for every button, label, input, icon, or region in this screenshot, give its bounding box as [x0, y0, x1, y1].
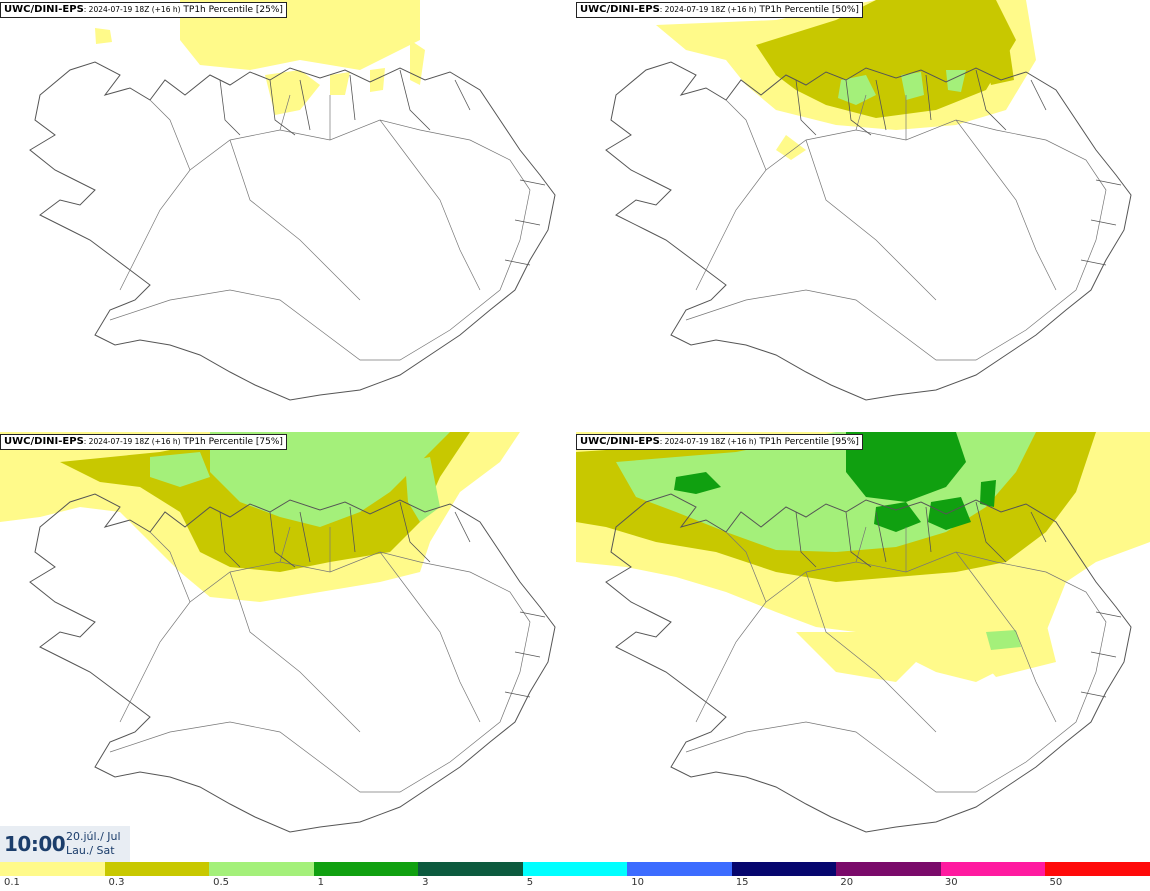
colorbar-segment: [0, 862, 105, 876]
map-panel-95: UWC/DINI-EPS: 2024-07-19 18Z (+16 h) TP1…: [576, 432, 1150, 860]
panel-title: UWC/DINI-EPS: 2024-07-19 18Z (+16 h) TP1…: [0, 2, 287, 18]
colorbar-label: 30: [944, 877, 958, 888]
panel-title: UWC/DINI-EPS: 2024-07-19 18Z (+16 h) TP1…: [576, 2, 863, 18]
colorbar-segment: [313, 862, 419, 876]
colorbar-segment: [522, 862, 628, 876]
colorbar-label: 3: [422, 877, 429, 888]
colorbar-label: 1: [317, 877, 324, 888]
precip-map: [576, 432, 1150, 833]
panel-title: UWC/DINI-EPS: 2024-07-19 18Z (+16 h) TP1…: [0, 434, 287, 450]
colorbar-label: 0.5: [213, 877, 229, 888]
colorbar-label: 10: [631, 877, 644, 888]
precip-map: [605, 0, 1132, 401]
map-panel-25: UWC/DINI-EPS: 2024-07-19 18Z (+16 h) TP1…: [0, 0, 574, 428]
map-panel-75: UWC/DINI-EPS: 2024-07-19 18Z (+16 h) TP1…: [0, 432, 574, 860]
colorbar-segment: [1045, 862, 1150, 876]
colorbar-segment: [836, 862, 941, 876]
colorbar: [0, 862, 1150, 876]
colorbar-segment: [731, 862, 837, 876]
valid-time: 10:00: [4, 832, 66, 856]
precip-map: [29, 0, 556, 401]
valid-date-line1: 20.júl./ Jul: [66, 830, 121, 843]
colorbar-label: 0.3: [108, 877, 125, 888]
colorbar-label: 15: [735, 877, 749, 888]
colorbar-segment: [940, 862, 1046, 876]
precip-map: [0, 432, 556, 833]
colorbar-segment: [104, 862, 210, 876]
panel-title: UWC/DINI-EPS: 2024-07-19 18Z (+16 h) TP1…: [576, 434, 863, 450]
map-panel-50: UWC/DINI-EPS: 2024-07-19 18Z (+16 h) TP1…: [576, 0, 1150, 428]
colorbar-segment: [418, 862, 523, 876]
valid-date: 20.júl./ Jul Lau./ Sat: [66, 830, 121, 858]
colorbar-label: 0.1: [4, 877, 20, 888]
colorbar-labels: 0.1 0.3 0.5 1 3 5 10 15 20 30 50: [0, 877, 1150, 891]
colorbar-segment: [209, 862, 314, 876]
colorbar-segment: [627, 862, 732, 876]
valid-time-box: 10:00 20.júl./ Jul Lau./ Sat: [0, 826, 130, 862]
valid-date-line2: Lau./ Sat: [66, 844, 115, 857]
colorbar-label: 5: [526, 877, 534, 888]
colorbar-label: 20: [840, 877, 854, 888]
colorbar-label: 50: [1049, 877, 1063, 888]
